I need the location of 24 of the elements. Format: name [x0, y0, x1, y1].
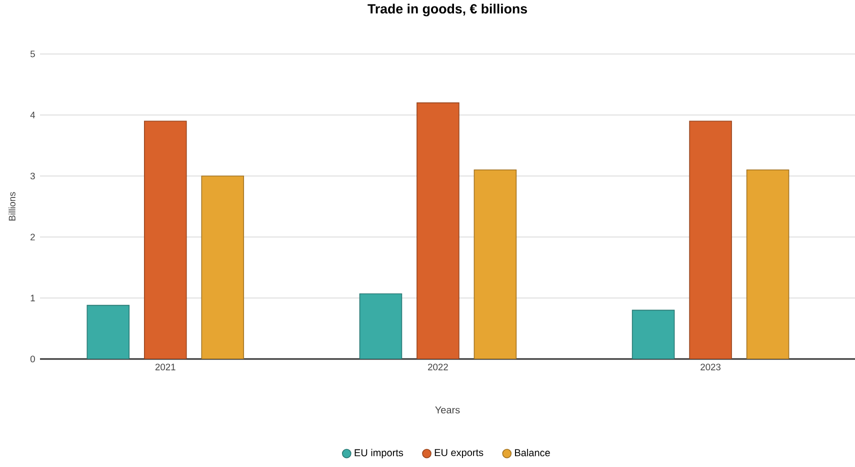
y-axis-title: Billions — [8, 192, 16, 221]
y-tick-label: 1 — [30, 294, 35, 302]
y-tick-label: 3 — [30, 172, 35, 180]
bar — [201, 176, 244, 359]
y-tick-label: 5 — [30, 50, 35, 58]
x-axis-title: Years — [435, 406, 460, 414]
bar — [474, 170, 517, 359]
legend-label: Balance — [515, 448, 550, 456]
legend-label: EU imports — [354, 448, 404, 458]
chart-title: Trade in goods, € billions — [368, 4, 528, 16]
y-tick-label: 0 — [30, 356, 35, 362]
bar — [689, 120, 732, 359]
x-tick-label: 2023 — [700, 364, 720, 370]
bar — [416, 102, 460, 359]
x-tick-label: 2021 — [155, 364, 176, 370]
bar — [86, 304, 130, 359]
bar — [144, 120, 187, 359]
legend-label: EU exports — [434, 449, 484, 458]
bar — [359, 293, 402, 359]
bar — [632, 310, 675, 359]
bar — [746, 170, 790, 359]
x-tick-label: 2022 — [428, 364, 448, 370]
y-tick-label: 4 — [30, 112, 36, 118]
y-tick-label: 2 — [30, 234, 35, 240]
